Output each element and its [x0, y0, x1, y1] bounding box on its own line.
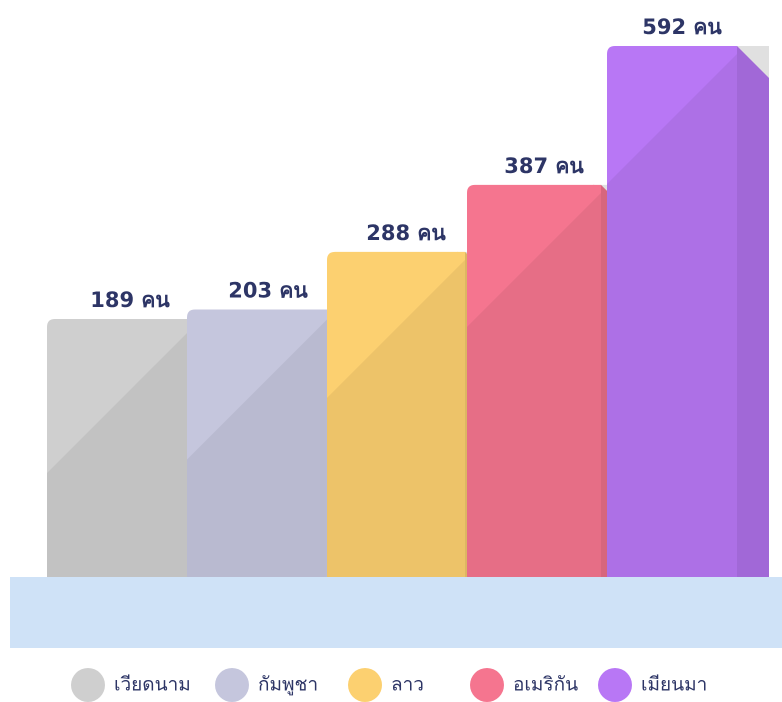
- bar: [327, 251, 465, 577]
- bar-shade: [467, 192, 601, 577]
- legend-swatch: [598, 668, 632, 702]
- legend-label: ลาว: [391, 674, 424, 696]
- value-label: 387 คน: [504, 154, 584, 178]
- bar-shade: [327, 259, 465, 577]
- legend-swatch: [470, 668, 504, 702]
- legend-swatch: [348, 668, 382, 702]
- value-label: 288 คน: [366, 221, 446, 245]
- platform: [10, 577, 782, 648]
- bar: [47, 318, 193, 577]
- value-label: 189 คน: [90, 288, 170, 312]
- legend-label: เวียดนาม: [114, 674, 191, 696]
- legend-label: อเมริกัน: [513, 674, 578, 696]
- value-label: 592 คน: [642, 15, 722, 39]
- bar: [467, 184, 601, 577]
- legend-swatch: [71, 668, 105, 702]
- bar-side-shade: [737, 46, 769, 577]
- bar-shade: [187, 317, 329, 577]
- bar: [607, 46, 737, 577]
- bar: [187, 309, 329, 577]
- bar-side: [729, 46, 769, 577]
- legend-swatch: [215, 668, 249, 702]
- value-label: 203 คน: [228, 278, 308, 302]
- bar-shade: [47, 326, 193, 577]
- legend-label: กัมพูชา: [258, 674, 318, 696]
- legend-label: เมียนมา: [641, 674, 707, 696]
- bar-shade: [607, 54, 737, 577]
